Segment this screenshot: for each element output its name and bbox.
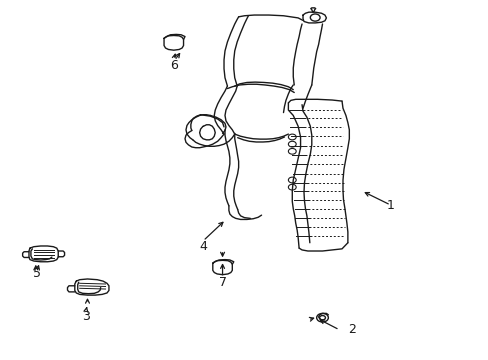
Text: 5: 5 <box>33 267 41 280</box>
Text: 1: 1 <box>386 199 394 212</box>
Text: 6: 6 <box>169 59 177 72</box>
Text: 2: 2 <box>347 323 355 336</box>
Text: 7: 7 <box>218 276 226 289</box>
Text: 4: 4 <box>199 240 206 253</box>
Text: 3: 3 <box>82 310 90 323</box>
